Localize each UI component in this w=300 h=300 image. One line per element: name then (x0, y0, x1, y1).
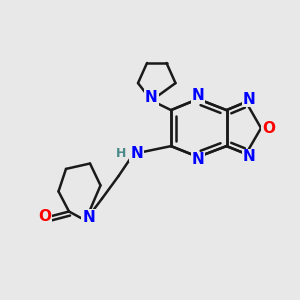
Text: O: O (38, 209, 52, 224)
Text: N: N (243, 92, 255, 106)
Text: N: N (192, 152, 204, 167)
Text: N: N (243, 149, 255, 164)
Text: N: N (130, 146, 143, 161)
Text: N: N (192, 88, 204, 104)
Text: H: H (116, 147, 127, 161)
Text: O: O (262, 121, 275, 136)
Text: N: N (145, 90, 158, 105)
Text: N: N (82, 210, 95, 225)
